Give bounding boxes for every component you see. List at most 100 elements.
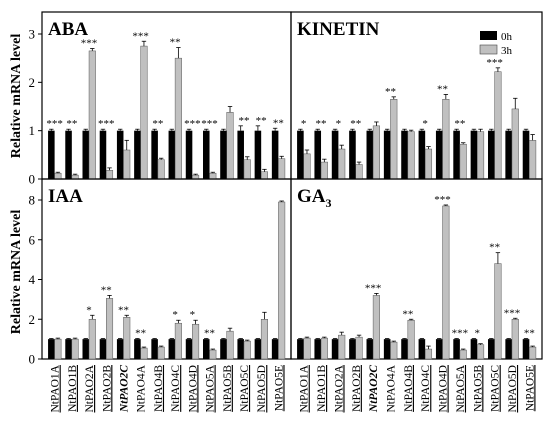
bar-3h-NtPAO1A	[303, 153, 311, 180]
gene-label: NtPAO5E	[524, 365, 536, 411]
bar-3h-NtPAO5D	[260, 171, 268, 180]
legend-swatch-0h	[480, 31, 497, 40]
bar-0h-NtPAO4D	[185, 130, 193, 179]
significance-marker: ***	[81, 38, 98, 50]
gene-label: NtPAO1A	[299, 364, 311, 412]
significance-marker: **	[238, 115, 249, 127]
bar-3h-NtPAO4A	[140, 45, 148, 180]
significance-marker: **	[273, 117, 284, 129]
gene-label: NtPAO4B	[403, 365, 415, 412]
bar-0h-NtPAO2C	[366, 339, 374, 359]
bar-3h-NtPAO4D	[442, 205, 450, 360]
bar-3h-NtPAO5C	[243, 340, 251, 360]
bar-0h-NtPAO1A	[48, 130, 55, 179]
bar-3h-NtPAO2A	[88, 319, 96, 360]
bar-0h-NtPAO5E	[271, 130, 279, 179]
gene-label: NtPAO4C	[170, 365, 182, 412]
bar-3h-NtPAO4C	[174, 57, 182, 180]
panel-ga3: GA3*********** ********	[290, 178, 543, 360]
gene-label: NtPAO1B	[67, 365, 79, 412]
gene-label: NtPAO4B	[153, 365, 165, 412]
significance-marker: *	[190, 309, 196, 321]
gene-label: NtPAO4C	[420, 365, 432, 412]
bar-0h-NtPAO2A	[331, 130, 339, 179]
bar-0h-NtPAO1B	[314, 339, 322, 359]
bar-3h-NtPAO4A	[390, 99, 398, 180]
bar-0h-NtPAO2A	[82, 130, 90, 179]
y-axis-label-bottom: Relative mRNA level	[9, 210, 24, 335]
bar-0h-NtPAO4C	[418, 130, 426, 179]
bar-3h-NtPAO2A	[88, 50, 96, 180]
significance-marker: *	[475, 328, 481, 340]
bar-0h-NtPAO4C	[168, 130, 176, 179]
significance-marker: **	[402, 308, 413, 320]
y-tick-label: 8	[29, 193, 36, 208]
significance-marker: ***	[434, 194, 451, 206]
gene-label: NtPAO5B	[222, 365, 234, 412]
bar-3h-NtPAO2A	[338, 148, 346, 180]
bar-0h-NtPAO2A	[82, 339, 90, 359]
significance-marker: **	[204, 328, 215, 340]
bar-0h-NtPAO5A	[202, 130, 210, 179]
legend-swatch-3h	[479, 44, 498, 55]
gene-label: NtPAO5C	[239, 365, 251, 412]
x-axis-gene-labels: NtPAO1A NtPAO1B NtPAO2A NtPAO2B NtPAO2C NtPAO…	[50, 364, 537, 413]
significance-marker: **	[118, 304, 129, 316]
bar-0h-NtPAO5D	[505, 339, 512, 359]
significance-marker: **	[152, 118, 163, 130]
bar-3h-NtPAO4C	[424, 148, 433, 180]
significance-marker: **	[489, 242, 500, 254]
bar-0h-NtPAO5A	[202, 339, 210, 359]
bar-0h-NtPAO1B	[65, 130, 72, 179]
panel-title: GA3	[297, 186, 332, 210]
significance-marker: **	[66, 118, 77, 130]
bar-3h-NtPAO1B	[320, 161, 328, 180]
significance-marker: **	[256, 115, 267, 127]
bar-0h-NtPAO2C	[366, 130, 374, 179]
bar-3h-NtPAO4A	[390, 341, 398, 360]
bar-0h-NtPAO4B	[401, 339, 408, 359]
gene-label: NtPAO1A	[50, 364, 62, 412]
bar-0h-NtPAO5C	[237, 339, 244, 359]
bar-0h-NtPAO1A	[297, 130, 304, 179]
y-tick-label: 4	[29, 272, 36, 287]
bar-0h-NtPAO5D	[254, 339, 262, 359]
gene-label: NtPAO4D	[438, 365, 450, 413]
significance-marker: **	[385, 86, 396, 98]
bar-0h-NtPAO2C	[116, 339, 124, 359]
significance-marker: **	[437, 83, 448, 95]
bar-0h-NtPAO5B	[220, 339, 227, 359]
significance-marker: ***	[504, 307, 521, 319]
y-tick-label: 6	[29, 232, 36, 247]
bar-3h-NtPAO1B	[71, 338, 79, 360]
bar-0h-NtPAO5E	[522, 339, 530, 359]
bar-3h-NtPAO1A	[54, 338, 62, 360]
significance-marker: **	[170, 37, 181, 49]
bar-3h-NtPAO2B	[106, 170, 114, 180]
bar-0h-NtPAO4D	[435, 339, 443, 359]
significance-marker: ***	[98, 118, 115, 130]
bar-3h-NtPAO2B	[355, 336, 363, 360]
bar-3h-NtPAO5B	[226, 330, 234, 360]
y-tick-label: 0	[29, 172, 36, 187]
bar-0h-NtPAO5B	[470, 339, 478, 359]
legend-label-0h: 0h	[501, 31, 513, 43]
significance-marker: ***	[201, 118, 218, 130]
bar-3h-NtPAO2C	[372, 125, 380, 180]
bar-3h-NtPAO5A	[209, 349, 217, 360]
bar-3h-NtPAO5E	[278, 201, 286, 360]
bar-3h-NtPAO4B	[157, 346, 165, 360]
significance-marker: **	[316, 118, 327, 130]
bar-3h-NtPAO5A	[209, 172, 217, 180]
bar-3h-NtPAO1B	[320, 337, 328, 360]
bar-3h-NtPAO5A	[459, 349, 467, 360]
gene-label: NtPAO2A	[333, 364, 345, 412]
gene-label: NtPAO2C	[118, 365, 130, 413]
significance-marker: *	[86, 304, 92, 316]
significance-marker: **	[350, 118, 361, 130]
gene-label: NtPAO2B	[101, 365, 113, 412]
significance-marker: **	[454, 118, 465, 130]
bar-0h-NtPAO5D	[505, 130, 512, 179]
significance-marker: *	[422, 118, 428, 130]
